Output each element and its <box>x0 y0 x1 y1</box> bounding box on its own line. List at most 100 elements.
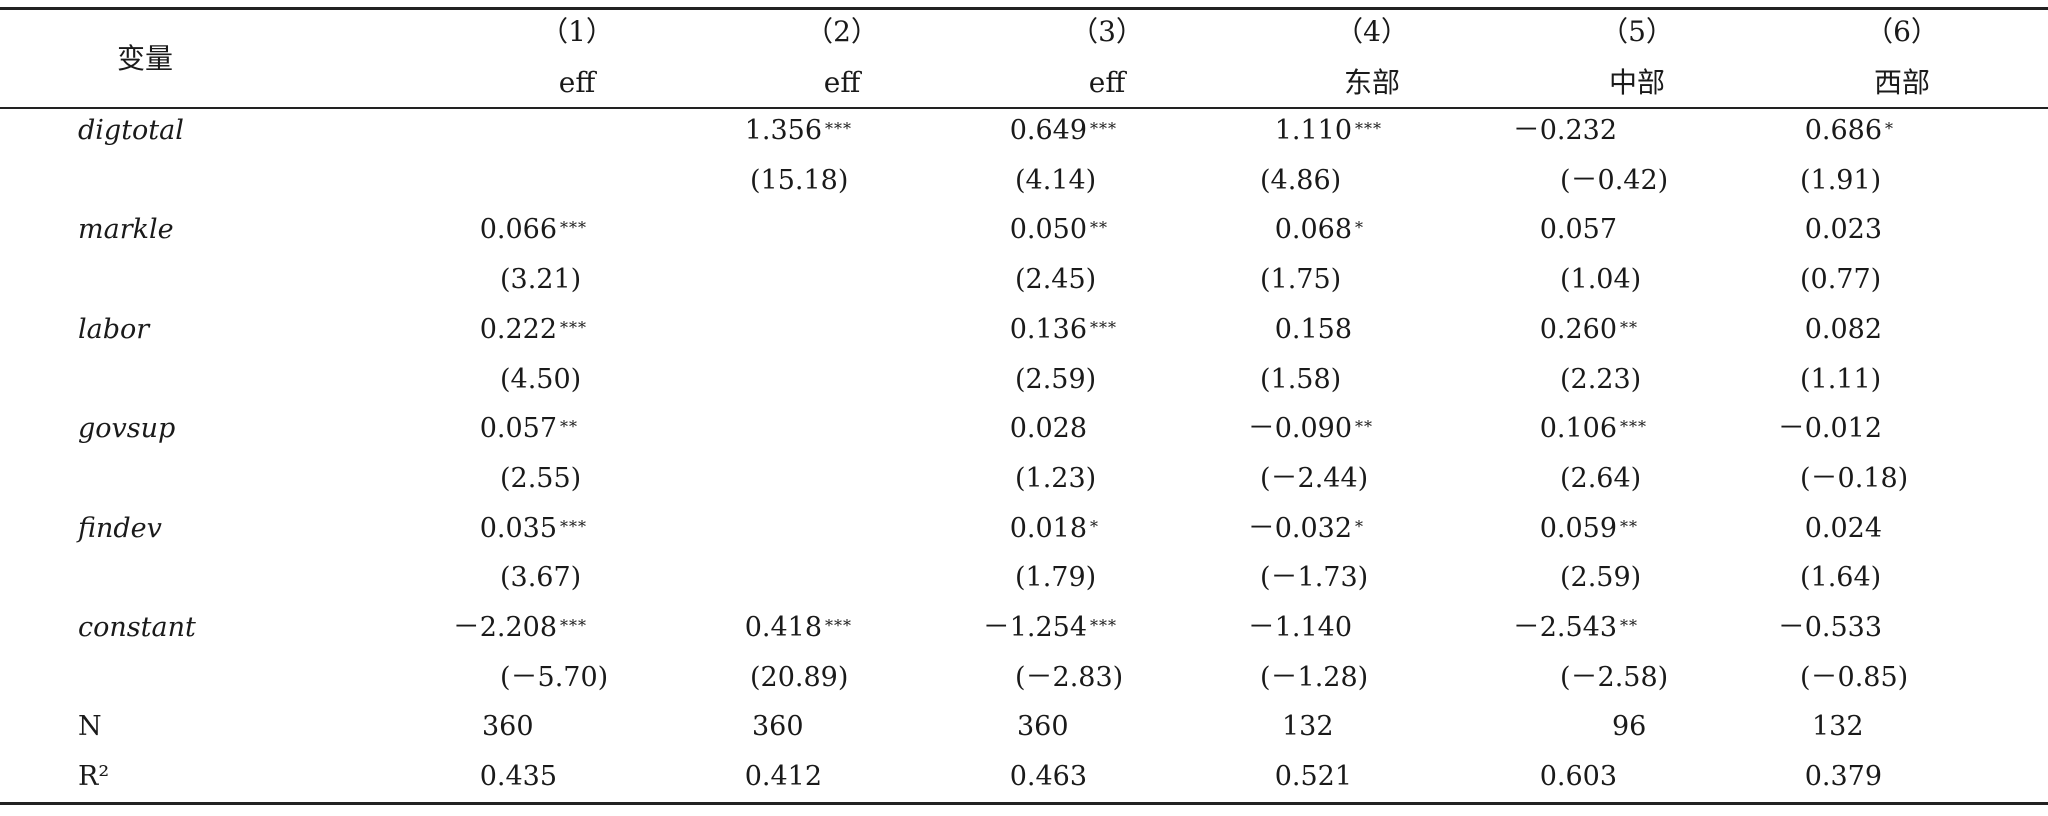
table-cell: (－2.83) <box>1015 661 1123 695</box>
table-cell: 0.649 *** <box>1010 114 1130 148</box>
table-cell: (1.58) <box>1260 363 1341 397</box>
significance-stars: ** <box>1620 616 1638 635</box>
table-cell: (20.89) <box>750 661 848 695</box>
cell-value: (－0.18) <box>1800 463 1909 494</box>
table-cell: －2.208 *** <box>453 611 600 645</box>
table-cell: (－5.70) <box>500 661 608 695</box>
table-cell: (－0.85) <box>1800 661 1908 695</box>
table-cell: (－2.58) <box>1560 661 1668 695</box>
table-cell: 360 <box>1017 710 1069 744</box>
cell-value: 0.603 <box>1539 761 1617 792</box>
header-column-name: 西部 <box>1873 66 1931 99</box>
cell-value: 0.023 <box>1804 214 1882 245</box>
table-cell: 0.018 * <box>1010 512 1130 546</box>
cell-value: 0.521 <box>1274 761 1352 792</box>
table-cell: 0.222 *** <box>480 313 600 347</box>
table-cell: 0.024 <box>1805 512 1925 546</box>
cell-value: －0.012 <box>1777 413 1882 444</box>
table-cell: 0.260 ** <box>1540 313 1660 347</box>
table-cell: (1.79) <box>1015 561 1096 595</box>
cell-value: 0.082 <box>1804 314 1882 345</box>
header-column-number: （3） <box>1070 15 1144 48</box>
table-cell: 0.136 *** <box>1010 313 1130 347</box>
cell-value: (1.75) <box>1260 264 1342 295</box>
cell-value: 1.356 <box>744 115 822 146</box>
cell-value: －2.543 <box>1512 612 1617 643</box>
significance-stars: ** <box>1620 318 1638 337</box>
cell-value: (15.18) <box>750 165 849 196</box>
table-cell: 0.050 ** <box>1010 213 1130 247</box>
cell-value: 132 <box>1282 711 1334 742</box>
cell-value: 0.068 <box>1274 214 1352 245</box>
cell-value: (3.67) <box>500 562 582 593</box>
significance-stars: *** <box>1620 417 1647 436</box>
significance-stars: *** <box>560 318 587 337</box>
cell-value: 0.435 <box>479 761 557 792</box>
cell-value: (2.59) <box>1560 562 1642 593</box>
cell-value: (1.11) <box>1800 364 1882 395</box>
row-label: R² <box>78 761 110 792</box>
table-cell: 0.106 *** <box>1540 412 1660 446</box>
cell-value: 0.066 <box>479 214 557 245</box>
table-cell: 360 <box>482 710 534 744</box>
table-cell: (3.67) <box>500 561 581 595</box>
table-cell: (4.14) <box>1015 164 1096 198</box>
cell-value: (－0.85) <box>1800 662 1909 693</box>
row-label: findev <box>78 513 162 544</box>
table-cell: 0.068 * <box>1275 213 1395 247</box>
cell-value: 0.418 <box>744 612 822 643</box>
cell-value: (2.59) <box>1015 364 1097 395</box>
row-label: constant <box>78 612 196 643</box>
table-cell: －1.254 *** <box>983 611 1130 645</box>
cell-value: 0.686 <box>1804 115 1882 146</box>
cell-value: (1.58) <box>1260 364 1342 395</box>
table-cell: 0.158 <box>1275 313 1395 347</box>
table-header-rule <box>0 107 2048 109</box>
table-cell: 0.435 <box>480 760 600 794</box>
cell-value: －2.208 <box>452 612 557 643</box>
cell-value: (－1.28) <box>1260 662 1369 693</box>
header-column-number: （4） <box>1335 15 1409 48</box>
significance-stars: *** <box>1090 318 1117 337</box>
header-column-name: eff <box>823 66 861 99</box>
header-column-name: 中部 <box>1608 66 1666 99</box>
cell-value: 360 <box>1017 711 1069 742</box>
cell-value: (2.23) <box>1560 364 1642 395</box>
row-label: markle <box>78 214 174 245</box>
table-cell: －1.140 <box>1248 611 1395 645</box>
table-cell: 0.028 <box>1010 412 1130 446</box>
cell-value: (0.77) <box>1800 264 1882 295</box>
table-cell: －0.032 * <box>1248 512 1395 546</box>
table-cell: －0.232 <box>1513 114 1660 148</box>
table-cell: (2.59) <box>1015 363 1096 397</box>
significance-stars: *** <box>560 616 587 635</box>
table-cell: 0.603 <box>1540 760 1660 794</box>
cell-value: (1.79) <box>1015 562 1097 593</box>
significance-stars: ** <box>560 417 578 436</box>
cell-value: 0.106 <box>1539 413 1617 444</box>
cell-value: 0.057 <box>1539 214 1617 245</box>
cell-value: (2.55) <box>500 463 582 494</box>
table-top-rule <box>0 7 2048 10</box>
significance-stars: ** <box>1355 417 1373 436</box>
table-cell: 0.023 <box>1805 213 1925 247</box>
cell-value: 0.412 <box>744 761 822 792</box>
cell-value: 0.018 <box>1009 513 1087 544</box>
table-cell: 0.035 *** <box>480 512 600 546</box>
table-cell: 96 <box>1612 710 1646 744</box>
table-cell: (4.50) <box>500 363 581 397</box>
row-label: N <box>78 711 102 742</box>
cell-value: 132 <box>1812 711 1864 742</box>
cell-value: (1.23) <box>1015 463 1097 494</box>
cell-value: 0.649 <box>1009 115 1087 146</box>
significance-stars: *** <box>825 616 852 635</box>
table-cell: (1.75) <box>1260 263 1341 297</box>
cell-value: 0.260 <box>1539 314 1617 345</box>
cell-value: －1.140 <box>1247 612 1352 643</box>
significance-stars: * <box>1355 218 1364 237</box>
header-row-label: 变量 <box>116 42 174 75</box>
table-cell: (－1.28) <box>1260 661 1368 695</box>
cell-value: 96 <box>1612 711 1647 742</box>
row-label: govsup <box>78 413 176 444</box>
table-cell: 0.521 <box>1275 760 1395 794</box>
